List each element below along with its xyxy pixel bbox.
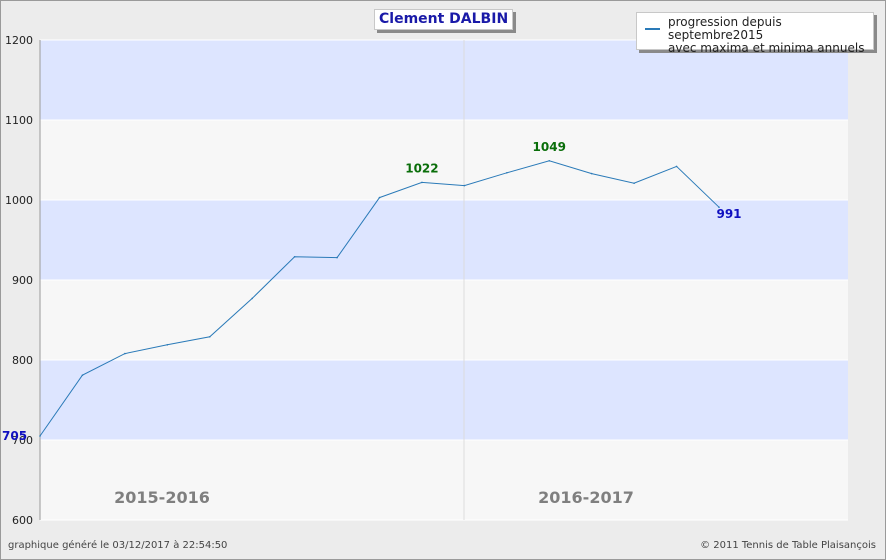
legend-text-line1: progression depuis septembre2015: [668, 15, 782, 42]
legend: progression depuis septembre2015 avec ma…: [636, 12, 874, 55]
plot-band: [40, 200, 848, 280]
chart-title: Clement DALBIN: [374, 9, 514, 30]
data-point: [293, 255, 296, 258]
data-point: [590, 172, 593, 175]
data-point: [378, 196, 381, 199]
legend-text: progression depuis septembre2015 avec ma…: [668, 16, 873, 55]
y-tick-label: 700: [12, 434, 33, 447]
data-label: 1022: [405, 161, 438, 175]
legend-text-line2: avec maxima et minima annuels: [668, 41, 865, 55]
y-tick-label: 1000: [5, 194, 33, 207]
y-tick-label: 600: [12, 514, 33, 527]
y-tick-label: 900: [12, 274, 33, 287]
generated-date-text: graphique généré le 03/12/2017 à 22:54:5…: [8, 540, 228, 551]
data-point: [463, 184, 466, 187]
data-point: [421, 181, 423, 184]
data-point: [506, 172, 508, 174]
data-point: [633, 182, 635, 184]
data-label: 705: [2, 429, 27, 443]
data-point: [675, 165, 678, 168]
data-point: [39, 435, 41, 437]
data-point: [208, 336, 211, 338]
plot-band: [40, 40, 848, 120]
y-tick-label: 800: [12, 354, 33, 367]
plot-band: [40, 120, 848, 200]
y-tick-label: 1200: [5, 34, 33, 47]
legend-line-swatch: [645, 28, 660, 30]
data-point: [718, 206, 720, 208]
copyright-text: © 2011 Tennis de Table Plaisançois: [700, 540, 876, 551]
data-point: [336, 256, 338, 259]
data-label: 991: [716, 207, 741, 221]
plot-band: [40, 280, 848, 360]
data-point: [166, 344, 169, 346]
plot-band: [40, 360, 848, 440]
data-point: [548, 160, 551, 162]
data-point: [124, 352, 126, 355]
data-point: [251, 297, 253, 300]
y-tick-label: 1100: [5, 114, 33, 127]
plot-band: [40, 440, 848, 520]
data-label: 1049: [533, 140, 566, 154]
season-label: 2016-2017: [538, 488, 634, 507]
data-point: [81, 374, 84, 377]
season-label: 2015-2016: [114, 488, 210, 507]
